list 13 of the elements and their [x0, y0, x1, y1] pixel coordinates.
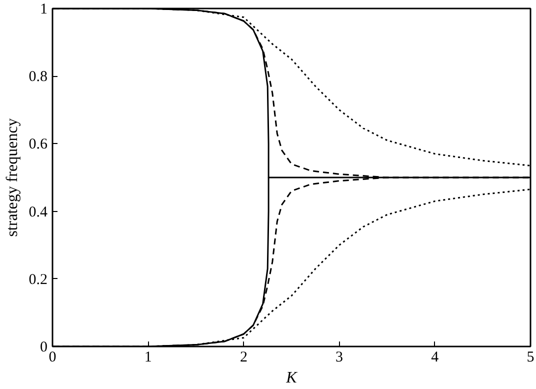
y-tick-label: 0.4	[28, 204, 48, 220]
y-tick-label: 1	[40, 2, 48, 18]
y-tick-label: 0	[40, 340, 48, 356]
y-tick-label: 0.2	[28, 272, 48, 288]
y-tick-label: 0.6	[28, 136, 48, 153]
y-axis-title: strategy frequency	[4, 118, 21, 237]
x-tick-label: 4	[431, 350, 440, 366]
x-tick-label: 3	[336, 350, 344, 366]
x-tick-label: 5	[526, 350, 534, 366]
x-tick-label: 1	[144, 350, 152, 366]
y-tick-label: 0.8	[28, 69, 48, 86]
x-tick-label: 2	[240, 350, 248, 366]
x-axis-title: K	[285, 370, 298, 386]
